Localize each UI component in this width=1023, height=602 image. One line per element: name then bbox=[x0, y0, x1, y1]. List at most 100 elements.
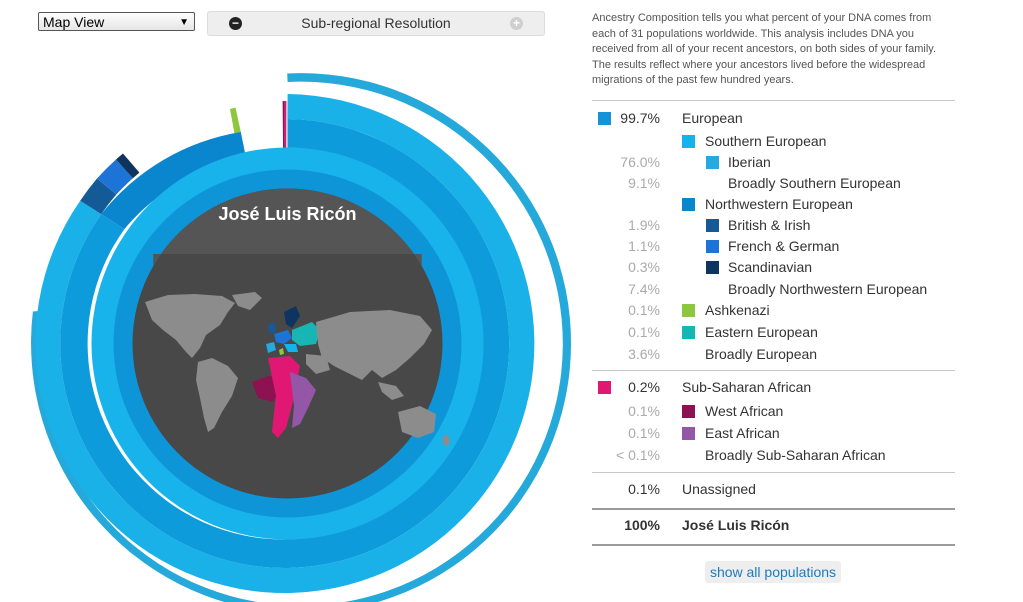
population-percent: < 0.1% bbox=[616, 447, 660, 463]
map-scandinavia bbox=[284, 306, 300, 328]
map-greenland bbox=[232, 292, 262, 310]
population-row[interactable]: 0.3% Scandinavian bbox=[592, 257, 955, 277]
ancestry-description: Ancestry Composition tells you what perc… bbox=[592, 12, 937, 86]
population-label: Broadly Sub-Saharan African bbox=[705, 447, 886, 463]
population-label: Iberian bbox=[728, 154, 771, 170]
population-label: Broadly Northwestern European bbox=[728, 281, 928, 297]
map-se-asia bbox=[378, 382, 404, 400]
population-percent: 1.9% bbox=[628, 217, 660, 233]
center-name: José Luis Ricón bbox=[218, 204, 356, 224]
view-select-value: Map View bbox=[43, 14, 105, 30]
divider bbox=[592, 100, 955, 101]
color-swatch-icon bbox=[598, 381, 611, 394]
color-swatch-icon bbox=[706, 219, 719, 232]
population-row[interactable]: 1.9% British & Irish bbox=[592, 215, 955, 235]
map-asia bbox=[316, 310, 432, 380]
map-ashkenazi bbox=[279, 348, 284, 355]
chevron-down-icon: ▼ bbox=[179, 17, 189, 28]
color-swatch-icon bbox=[682, 326, 695, 339]
population-label: José Luis Ricón bbox=[682, 517, 790, 533]
population-row[interactable]: 0.1% East African bbox=[592, 423, 955, 443]
population-total-row[interactable]: 100% José Luis Ricón bbox=[592, 515, 955, 535]
world-map bbox=[145, 292, 450, 446]
color-swatch-icon bbox=[706, 261, 719, 274]
population-percent: 0.1% bbox=[628, 481, 660, 497]
ring-northwestern-european[interactable] bbox=[101, 132, 247, 229]
population-label: French & German bbox=[728, 238, 840, 254]
population-label: Unassigned bbox=[682, 481, 756, 497]
color-swatch-icon bbox=[682, 135, 695, 148]
map-east-africa bbox=[290, 372, 316, 428]
population-row[interactable]: 76.0% Iberian bbox=[592, 152, 955, 172]
center-name-banner-top bbox=[165, 193, 410, 254]
divider bbox=[592, 370, 955, 371]
show-all-populations-button[interactable]: show all populations bbox=[705, 561, 841, 583]
population-percent: 1.1% bbox=[628, 238, 660, 254]
map-north-america bbox=[145, 294, 235, 358]
population-row[interactable]: 9.1% Broadly Southern European bbox=[592, 173, 955, 193]
map-italy-balkans bbox=[284, 344, 298, 352]
population-row[interactable]: 0.1% Ashkenazi bbox=[592, 300, 955, 320]
map-new-zealand bbox=[442, 434, 450, 446]
population-percent: 7.4% bbox=[628, 281, 660, 297]
zoom-out-icon[interactable]: − bbox=[229, 17, 242, 30]
resolution-control: − Sub-regional Resolution + bbox=[207, 11, 545, 36]
divider bbox=[592, 508, 955, 510]
divider bbox=[592, 472, 955, 473]
color-swatch-icon bbox=[682, 427, 695, 440]
population-percent: 99.7% bbox=[620, 110, 660, 126]
population-row[interactable]: < 0.1% Broadly Sub-Saharan African bbox=[592, 445, 955, 465]
map-britain bbox=[268, 322, 276, 334]
color-swatch-icon bbox=[682, 405, 695, 418]
zoom-in-icon[interactable]: + bbox=[510, 17, 523, 30]
population-percent: 76.0% bbox=[620, 154, 660, 170]
map-australia bbox=[398, 406, 436, 438]
population-label: Northwestern European bbox=[705, 196, 853, 212]
population-percent: 0.1% bbox=[628, 302, 660, 318]
population-percent: 0.1% bbox=[628, 425, 660, 441]
map-middle-east bbox=[306, 354, 330, 374]
population-row[interactable]: 7.4% Broadly Northwestern European bbox=[592, 279, 955, 299]
ring-ashkenazi[interactable] bbox=[230, 107, 241, 134]
population-label: Broadly European bbox=[705, 346, 818, 362]
population-percent: 0.1% bbox=[628, 403, 660, 419]
population-row[interactable]: 0.2% Sub-Saharan African bbox=[592, 377, 955, 397]
view-select[interactable]: Map View ▼ bbox=[38, 12, 195, 31]
ring-scandinavian[interactable] bbox=[116, 153, 140, 179]
color-swatch-icon bbox=[682, 304, 695, 317]
population-row[interactable]: Northwestern European bbox=[592, 194, 955, 214]
map-france-germany bbox=[274, 330, 292, 344]
population-row[interactable]: 3.6% Broadly European bbox=[592, 344, 955, 364]
population-percent: 100% bbox=[624, 517, 660, 533]
ancestry-sunburst-chart: José Luis Ricón bbox=[31, 73, 572, 602]
population-label: East African bbox=[705, 425, 780, 441]
population-percent: 0.3% bbox=[628, 259, 660, 275]
population-row[interactable]: 99.7% European bbox=[592, 108, 955, 128]
population-percent: 0.1% bbox=[628, 324, 660, 340]
population-label: Broadly Southern European bbox=[728, 175, 901, 191]
population-label: Eastern European bbox=[705, 324, 818, 340]
ring-french-german[interactable] bbox=[97, 159, 133, 195]
population-percent: 9.1% bbox=[628, 175, 660, 191]
population-label: European bbox=[682, 110, 743, 126]
population-row[interactable]: 0.1% Eastern European bbox=[592, 322, 955, 342]
color-swatch-icon bbox=[598, 112, 611, 125]
map-iberia bbox=[266, 342, 276, 353]
population-label: British & Irish bbox=[728, 217, 811, 233]
population-label: West African bbox=[705, 403, 784, 419]
divider bbox=[592, 544, 955, 546]
population-row[interactable]: 1.1% French & German bbox=[592, 236, 955, 256]
population-label: Scandinavian bbox=[728, 259, 813, 275]
population-label: Ashkenazi bbox=[705, 302, 770, 318]
population-row[interactable]: Southern European bbox=[592, 131, 955, 151]
resolution-label: Sub-regional Resolution bbox=[301, 15, 451, 31]
ring-british-irish[interactable] bbox=[80, 178, 117, 215]
color-swatch-icon bbox=[706, 156, 719, 169]
population-percent: 0.2% bbox=[628, 379, 660, 395]
population-row[interactable]: 0.1% West African bbox=[592, 401, 955, 421]
population-row[interactable]: 0.1% Unassigned bbox=[592, 479, 955, 499]
population-label: Sub-Saharan African bbox=[682, 379, 812, 395]
color-swatch-icon bbox=[682, 198, 695, 211]
population-label: Southern European bbox=[705, 133, 827, 149]
population-percent: 3.6% bbox=[628, 346, 660, 362]
